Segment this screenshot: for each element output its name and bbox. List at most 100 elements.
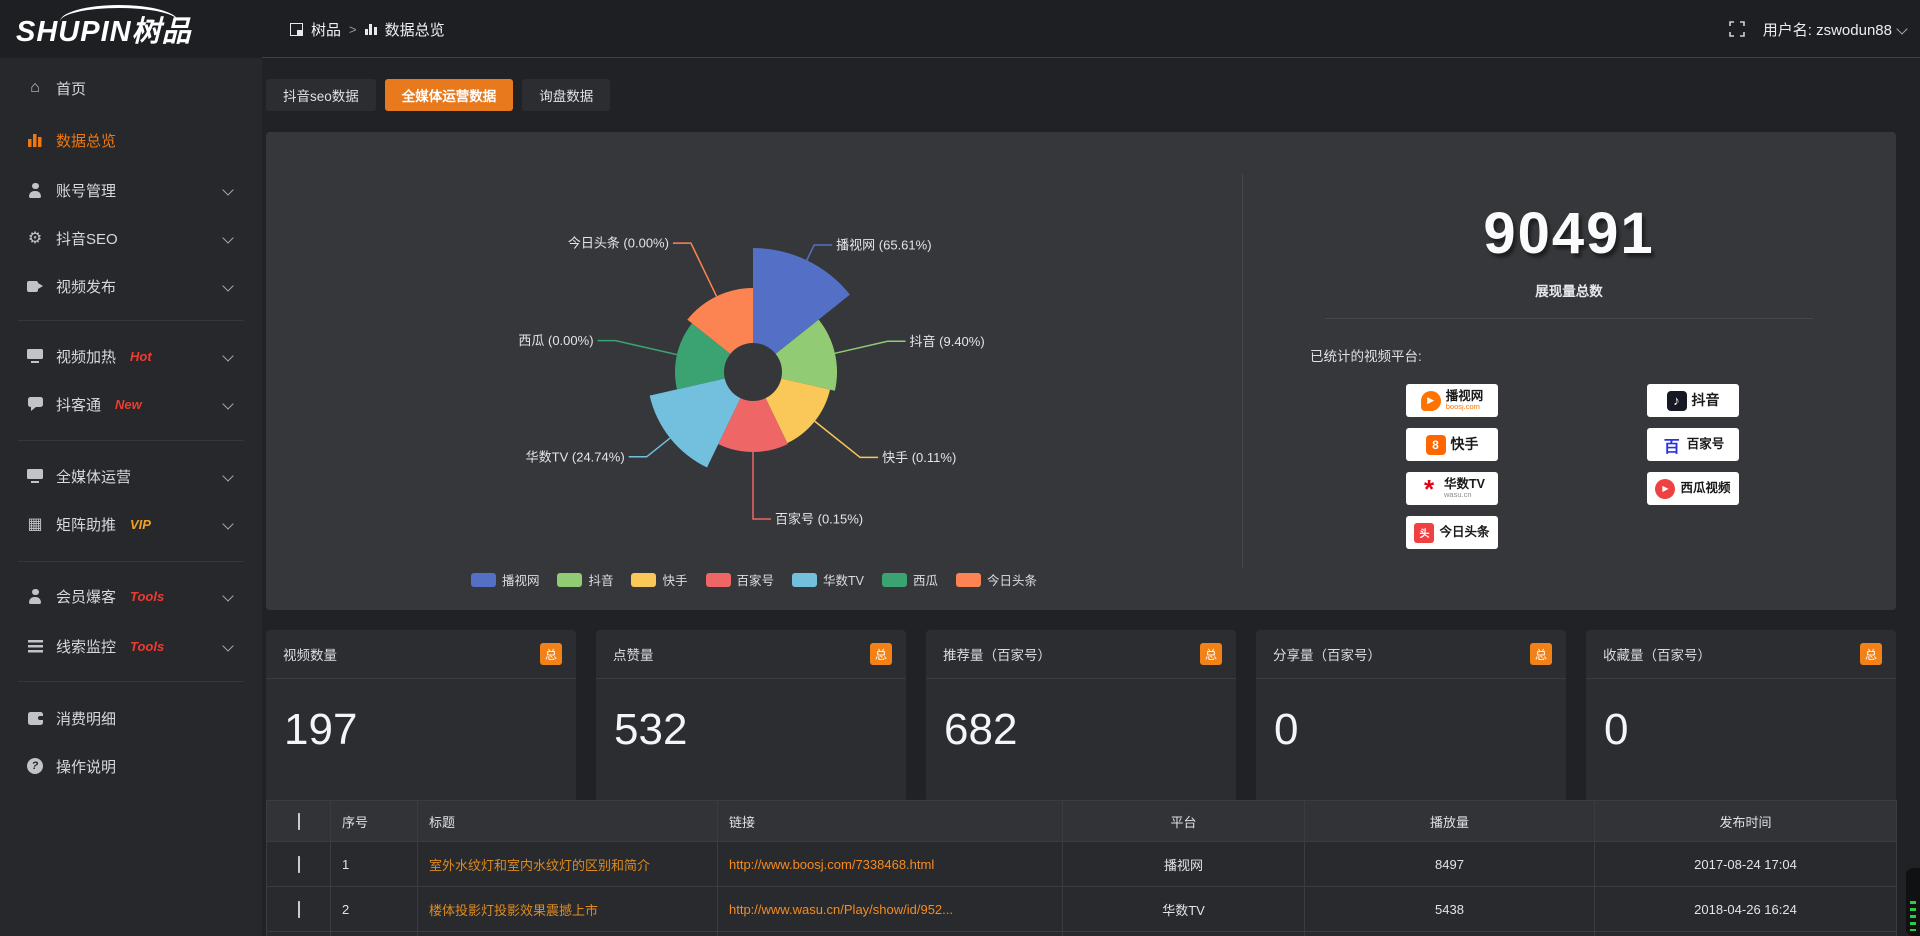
sidebar-item-matrix-boost[interactable]: ▦ 矩阵助推 VIP <box>0 500 262 548</box>
home-icon: ⌂ <box>30 79 40 96</box>
sidebar-item-home[interactable]: ⌂ 首页 <box>0 64 262 112</box>
legend-item[interactable]: 播视网 <box>470 570 539 589</box>
legend-swatch <box>631 572 657 587</box>
cell-time: 2017-08-24 17:04 <box>1594 841 1897 887</box>
gear-icon: ⚙ <box>27 230 43 247</box>
pie-slice-百家号[interactable] <box>718 398 788 452</box>
sidebar-item-douketong[interactable]: 抖客通 New <box>0 380 262 428</box>
sidebar-item-video-heat[interactable]: 视频加热 Hot <box>0 332 262 380</box>
stat-card-value: 197 <box>284 705 358 754</box>
cell-plays: 5438 <box>1304 886 1595 932</box>
grid-icon: ▦ <box>27 516 43 533</box>
pie-label-line <box>672 242 718 297</box>
legend-item[interactable]: 抖音 <box>557 570 613 589</box>
pie-label-line <box>752 452 771 520</box>
sidebar-item-account[interactable]: 账号管理 <box>0 166 262 214</box>
breadcrumb-current-icon <box>364 23 377 35</box>
legend-item[interactable]: 快手 <box>631 570 688 589</box>
platform-badge-xigua: ▶ 西瓜视频 <box>1647 472 1739 505</box>
legend-swatch <box>956 572 982 587</box>
pie-label: 今日头条 (0.00%) <box>568 236 669 251</box>
platform-badge-baijiahao: 百 百家号 <box>1647 428 1739 461</box>
chevron-down-icon <box>222 518 234 530</box>
cell-platform: 华数TV <box>1062 886 1305 932</box>
toutiao-logo-icon: 头 <box>1414 522 1435 543</box>
sidebar-item-help[interactable]: 操作说明 <box>0 742 262 790</box>
tab-douyin-seo-data[interactable]: 抖音seo数据 <box>266 79 376 111</box>
summary-section: 90491 展现量总数 已统计的视频平台: ▶ 播视网 boosj.com 8 快… <box>1242 132 1896 610</box>
legend-swatch <box>470 572 496 587</box>
pie-slice-快手[interactable] <box>765 378 831 444</box>
table-row-partial <box>266 931 1897 936</box>
select-all-checkbox[interactable] <box>297 812 300 830</box>
douyin-logo-icon: ♪ <box>1666 390 1687 411</box>
cell-title-link[interactable]: 楼体投影灯投影效果震撼上市 <box>417 886 718 932</box>
pie-slice-今日头条[interactable] <box>687 288 753 354</box>
sidebar-item-video-publish[interactable]: 视频发布 <box>0 262 262 310</box>
data-tabs: 抖音seo数据 全媒体运营数据 询盘数据 <box>266 79 611 111</box>
kuaishou-logo-icon: 8 <box>1425 434 1446 455</box>
sidebar-item-label: 会员爆客 <box>56 588 117 606</box>
pie-slice-抖音[interactable] <box>775 319 837 391</box>
pie-label: 西瓜 (0.00%) <box>518 333 593 348</box>
chevron-down-icon <box>222 232 234 244</box>
sidebar-item-data-overview[interactable]: 数据总览 <box>0 116 262 164</box>
sidebar-item-label: 线索监控 <box>56 638 117 656</box>
cell-url-link[interactable]: http://www.boosj.com/7338468.html <box>717 841 1063 887</box>
wallet-icon <box>26 709 44 727</box>
table-row: 2 楼体投影灯投影效果震撼上市 http://www.wasu.cn/Play/… <box>266 886 1897 932</box>
chevron-down-icon <box>222 184 234 196</box>
videos-table: 序号 标题 链接 平台 播放量 发布时间 1 室外水纹灯和室内水纹灯的区别和简介… <box>266 800 1897 936</box>
cell-platform: 播视网 <box>1062 841 1305 887</box>
cell-url-link[interactable]: http://www.wasu.cn/Play/show/id/952... <box>717 886 1063 932</box>
sidebar-item-label: 抖音SEO <box>56 230 118 248</box>
chevron-down-icon <box>222 640 234 652</box>
sidebar-divider <box>18 320 244 321</box>
row-checkbox[interactable] <box>297 855 300 873</box>
chevron-down-icon <box>222 398 234 410</box>
user-menu[interactable]: 用户名: zswodun88 <box>1763 19 1908 40</box>
sidebar-divider <box>18 561 244 562</box>
scroll-widget[interactable] <box>1906 868 1920 936</box>
pie-slice-华数TV[interactable] <box>649 378 741 468</box>
breadcrumb-root[interactable]: 树品 <box>311 21 342 39</box>
sidebar-item-label: 视频加热 <box>56 348 117 366</box>
cell-title-link[interactable]: 室外水纹灯和室内水纹灯的区别和简介 <box>417 841 718 887</box>
stat-card-title: 收藏量（百家号） <box>1603 648 1711 663</box>
chevron-down-icon <box>222 350 234 362</box>
equalizer-icon <box>1910 901 1916 931</box>
legend-item[interactable]: 百家号 <box>705 570 774 589</box>
sidebar: ⌂ 首页 数据总览 账号管理 ⚙ 抖音SEO 视频发布 视频加热 Hot <box>0 58 262 936</box>
sidebar-item-omnimedia[interactable]: 全媒体运营 <box>0 452 262 500</box>
legend-swatch <box>882 572 907 587</box>
col-header-link: 链接 <box>717 800 1063 842</box>
sidebar-item-consumption[interactable]: 消费明细 <box>0 694 262 742</box>
pie-slice-西瓜[interactable] <box>675 323 731 390</box>
tab-inquiry-data[interactable]: 询盘数据 <box>522 79 611 111</box>
vip-badge: VIP <box>130 516 151 532</box>
breadcrumb-current[interactable]: 数据总览 <box>384 21 445 39</box>
row-checkbox[interactable] <box>297 900 300 918</box>
sidebar-item-label: 账号管理 <box>56 182 117 200</box>
stat-card-title: 点赞量 <box>613 648 654 663</box>
legend-item[interactable]: 西瓜 <box>882 570 938 589</box>
rose-pie-chart: 播视网 (65.61%) 抖音 (9.40%) 快手 (0.11%) 百家号 (0.1… <box>518 236 984 527</box>
legend-item[interactable]: 今日头条 <box>956 570 1037 589</box>
legend-swatch <box>705 572 731 587</box>
platform-badge-wasu: * 华数TV wasu.cn <box>1406 472 1498 505</box>
pie-label: 快手 (0.11%) <box>882 450 956 465</box>
col-header-platform: 平台 <box>1062 800 1305 842</box>
sidebar-item-douyin-seo[interactable]: ⚙ 抖音SEO <box>0 214 262 262</box>
chevron-down-icon <box>222 470 234 482</box>
pie-slice-播视网[interactable] <box>753 248 850 354</box>
legend-item[interactable]: 华数TV <box>792 570 864 589</box>
tab-omnimedia-data[interactable]: 全媒体运营数据 <box>384 79 514 111</box>
baijiahao-logo-icon: 百 <box>1663 438 1680 456</box>
total-badge: 总 <box>1860 643 1882 665</box>
sidebar-divider <box>18 440 244 441</box>
breadcrumb-root-icon <box>290 22 303 36</box>
sidebar-item-member-baoke[interactable]: 会员爆客 Tools <box>0 572 262 620</box>
sidebar-item-clue-monitor[interactable]: 线索监控 Tools <box>0 622 262 670</box>
fullscreen-icon[interactable] <box>1728 21 1745 37</box>
